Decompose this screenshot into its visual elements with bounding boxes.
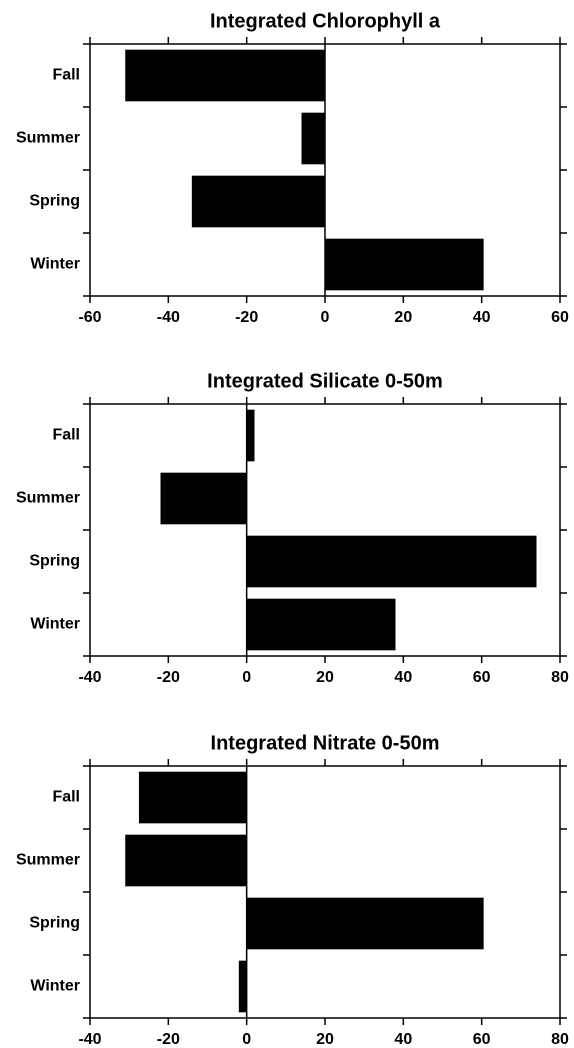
bar	[246, 598, 396, 651]
x-tick-label: -40	[157, 309, 180, 326]
y-tick-label: Summer	[16, 490, 80, 507]
chart-title: Integrated Nitrate 0-50m	[211, 732, 440, 754]
y-tick-label: Fall	[52, 789, 80, 806]
x-tick-label: 40	[394, 669, 412, 686]
x-tick-label: 80	[551, 1031, 569, 1048]
x-tick-label: -20	[157, 1031, 180, 1048]
x-tick-label: 20	[316, 669, 334, 686]
chart-title: Integrated Chlorophyll a	[210, 10, 441, 32]
bar	[138, 771, 247, 824]
y-tick-label: Spring	[29, 915, 80, 932]
bar	[125, 49, 325, 102]
x-tick-label: 0	[242, 669, 251, 686]
x-tick-label: -40	[78, 1031, 101, 1048]
x-tick-label: -60	[78, 309, 101, 326]
chart-title: Integrated Silicate 0-50m	[207, 370, 443, 392]
x-tick-label: 0	[242, 1031, 251, 1048]
y-tick-label: Winter	[30, 978, 80, 995]
y-tick-label: Winter	[30, 616, 80, 633]
x-tick-label: 40	[473, 309, 491, 326]
bar	[246, 535, 537, 588]
x-tick-label: 80	[551, 669, 569, 686]
y-tick-label: Summer	[16, 130, 80, 147]
bar	[125, 834, 247, 887]
y-tick-label: Spring	[29, 553, 80, 570]
bar	[246, 897, 484, 950]
x-tick-label: 20	[394, 309, 412, 326]
x-tick-label: 60	[473, 1031, 491, 1048]
x-tick-label: 40	[394, 1031, 412, 1048]
y-tick-label: Summer	[16, 852, 80, 869]
bar	[238, 960, 247, 1013]
x-tick-label: 0	[321, 309, 330, 326]
y-tick-label: Winter	[30, 256, 80, 273]
bar	[325, 238, 484, 291]
y-tick-label: Fall	[52, 427, 80, 444]
bar	[301, 112, 325, 165]
x-tick-label: 20	[316, 1031, 334, 1048]
x-tick-label: -20	[157, 669, 180, 686]
y-tick-label: Fall	[52, 67, 80, 84]
bar	[191, 175, 325, 228]
x-tick-label: 60	[473, 669, 491, 686]
y-tick-label: Spring	[29, 193, 80, 210]
x-tick-label: -20	[235, 309, 258, 326]
bar	[160, 472, 247, 525]
x-tick-label: -40	[78, 669, 101, 686]
x-tick-label: 60	[551, 309, 569, 326]
bar	[246, 409, 255, 462]
